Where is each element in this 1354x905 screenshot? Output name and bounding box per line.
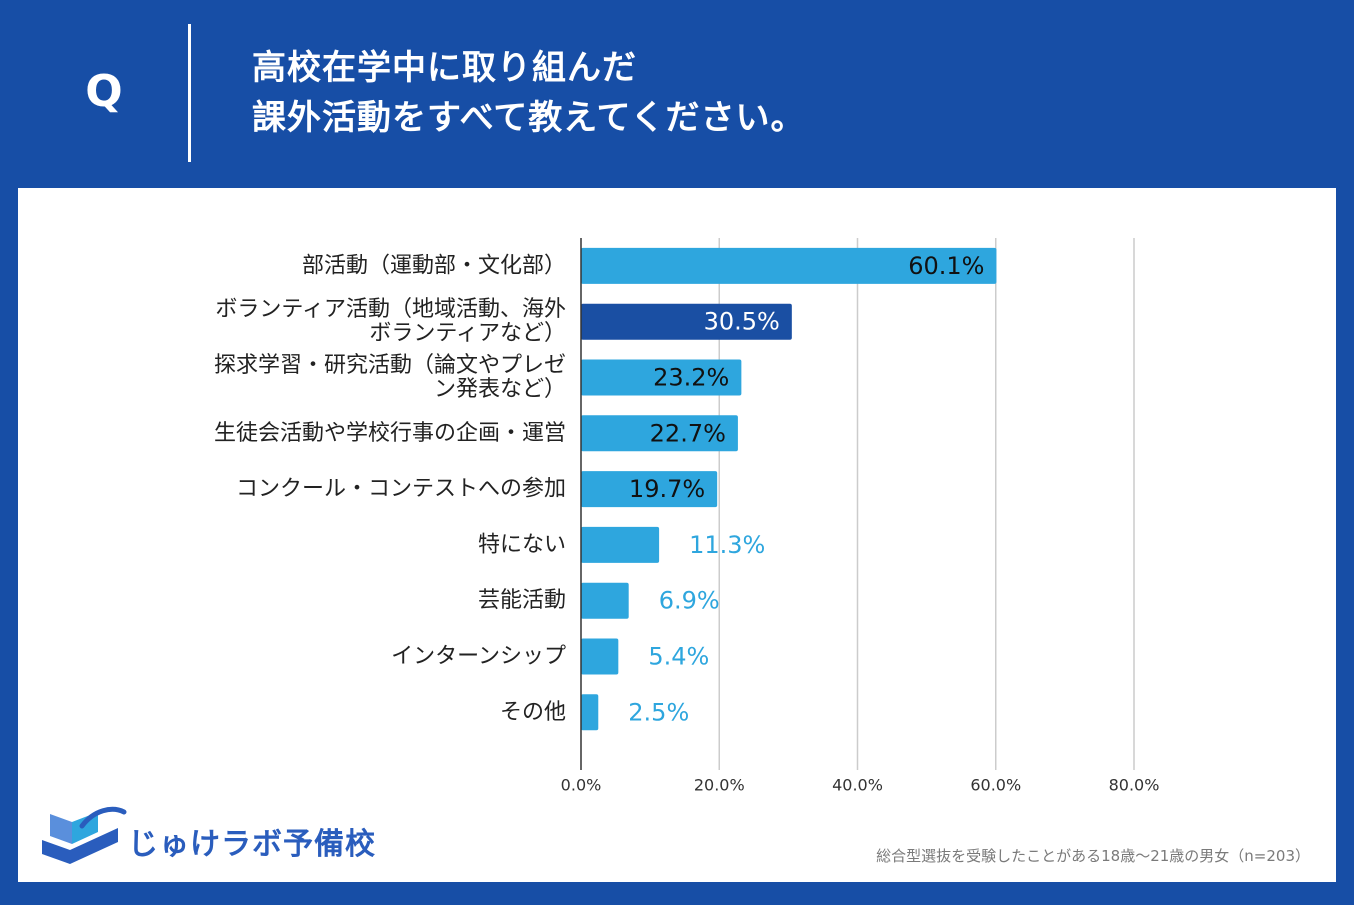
value-label: 30.5% [704,308,780,336]
brand-name: じゅけラボ予備校 [128,827,376,862]
category-label: コンクール・コンテストへの参加 [236,477,566,502]
bar [581,638,619,675]
x-tick-label: 80.0% [1109,776,1160,795]
footnote: 総合型選抜を受験したことがある18歳～21歳の男女（n=203） [876,847,1310,865]
bar [581,526,660,563]
category-label: ボランティア活動（地域活動、海外 [215,297,566,322]
category-label: インターンシップ [391,644,566,669]
bar [581,415,738,452]
question-text-line1: 高校在学中に取り組んだ [252,48,637,88]
category-label: ボランティアなど） [369,321,566,346]
category-label: 芸能活動 [478,588,566,613]
bar [581,694,599,731]
bar [581,471,718,508]
question-text-line2: 課外活動をすべて教えてください。 [252,98,806,138]
x-tick-label: 40.0% [832,776,883,795]
category-label: 特にない [478,532,566,557]
bar [581,359,742,396]
bar [581,582,629,619]
category-label: その他 [500,700,566,725]
value-label: 5.4% [648,643,709,671]
value-label: 11.3% [689,531,765,559]
q-label: Q [85,66,123,117]
category-label: 探求学習・研究活動（論文やプレゼ [214,353,566,378]
value-label: 2.5% [628,698,689,726]
header-divider [188,24,191,162]
bar-chart: 部活動（運動部・文化部） 60.1% ボランティア活動（地域活動、海外ボランティアな… [214,238,1160,795]
value-label: 22.7% [650,419,726,447]
x-tick-label: 20.0% [694,776,745,795]
value-label: 23.2% [653,364,729,392]
category-label: 生徒会活動や学校行事の企画・運営 [214,421,566,446]
category-label: ン発表など） [434,377,566,402]
bar [581,247,997,284]
bar [581,303,792,340]
x-tick-label: 60.0% [970,776,1021,795]
question-header: Q 高校在学中に取り組んだ 課外活動をすべて教えてください。 [0,0,1354,188]
brand-logo [42,806,127,864]
open-book-icon [42,806,127,864]
value-label: 60.1% [908,252,984,280]
chart-panel: 部活動（運動部・文化部） 60.1% ボランティア活動（地域活動、海外 ボランティアな… [18,188,1336,882]
category-label: 部活動（運動部・文化部） [302,253,566,278]
value-label: 19.7% [629,475,705,503]
x-tick-label: 0.0% [561,776,602,795]
value-label: 6.9% [659,587,720,615]
